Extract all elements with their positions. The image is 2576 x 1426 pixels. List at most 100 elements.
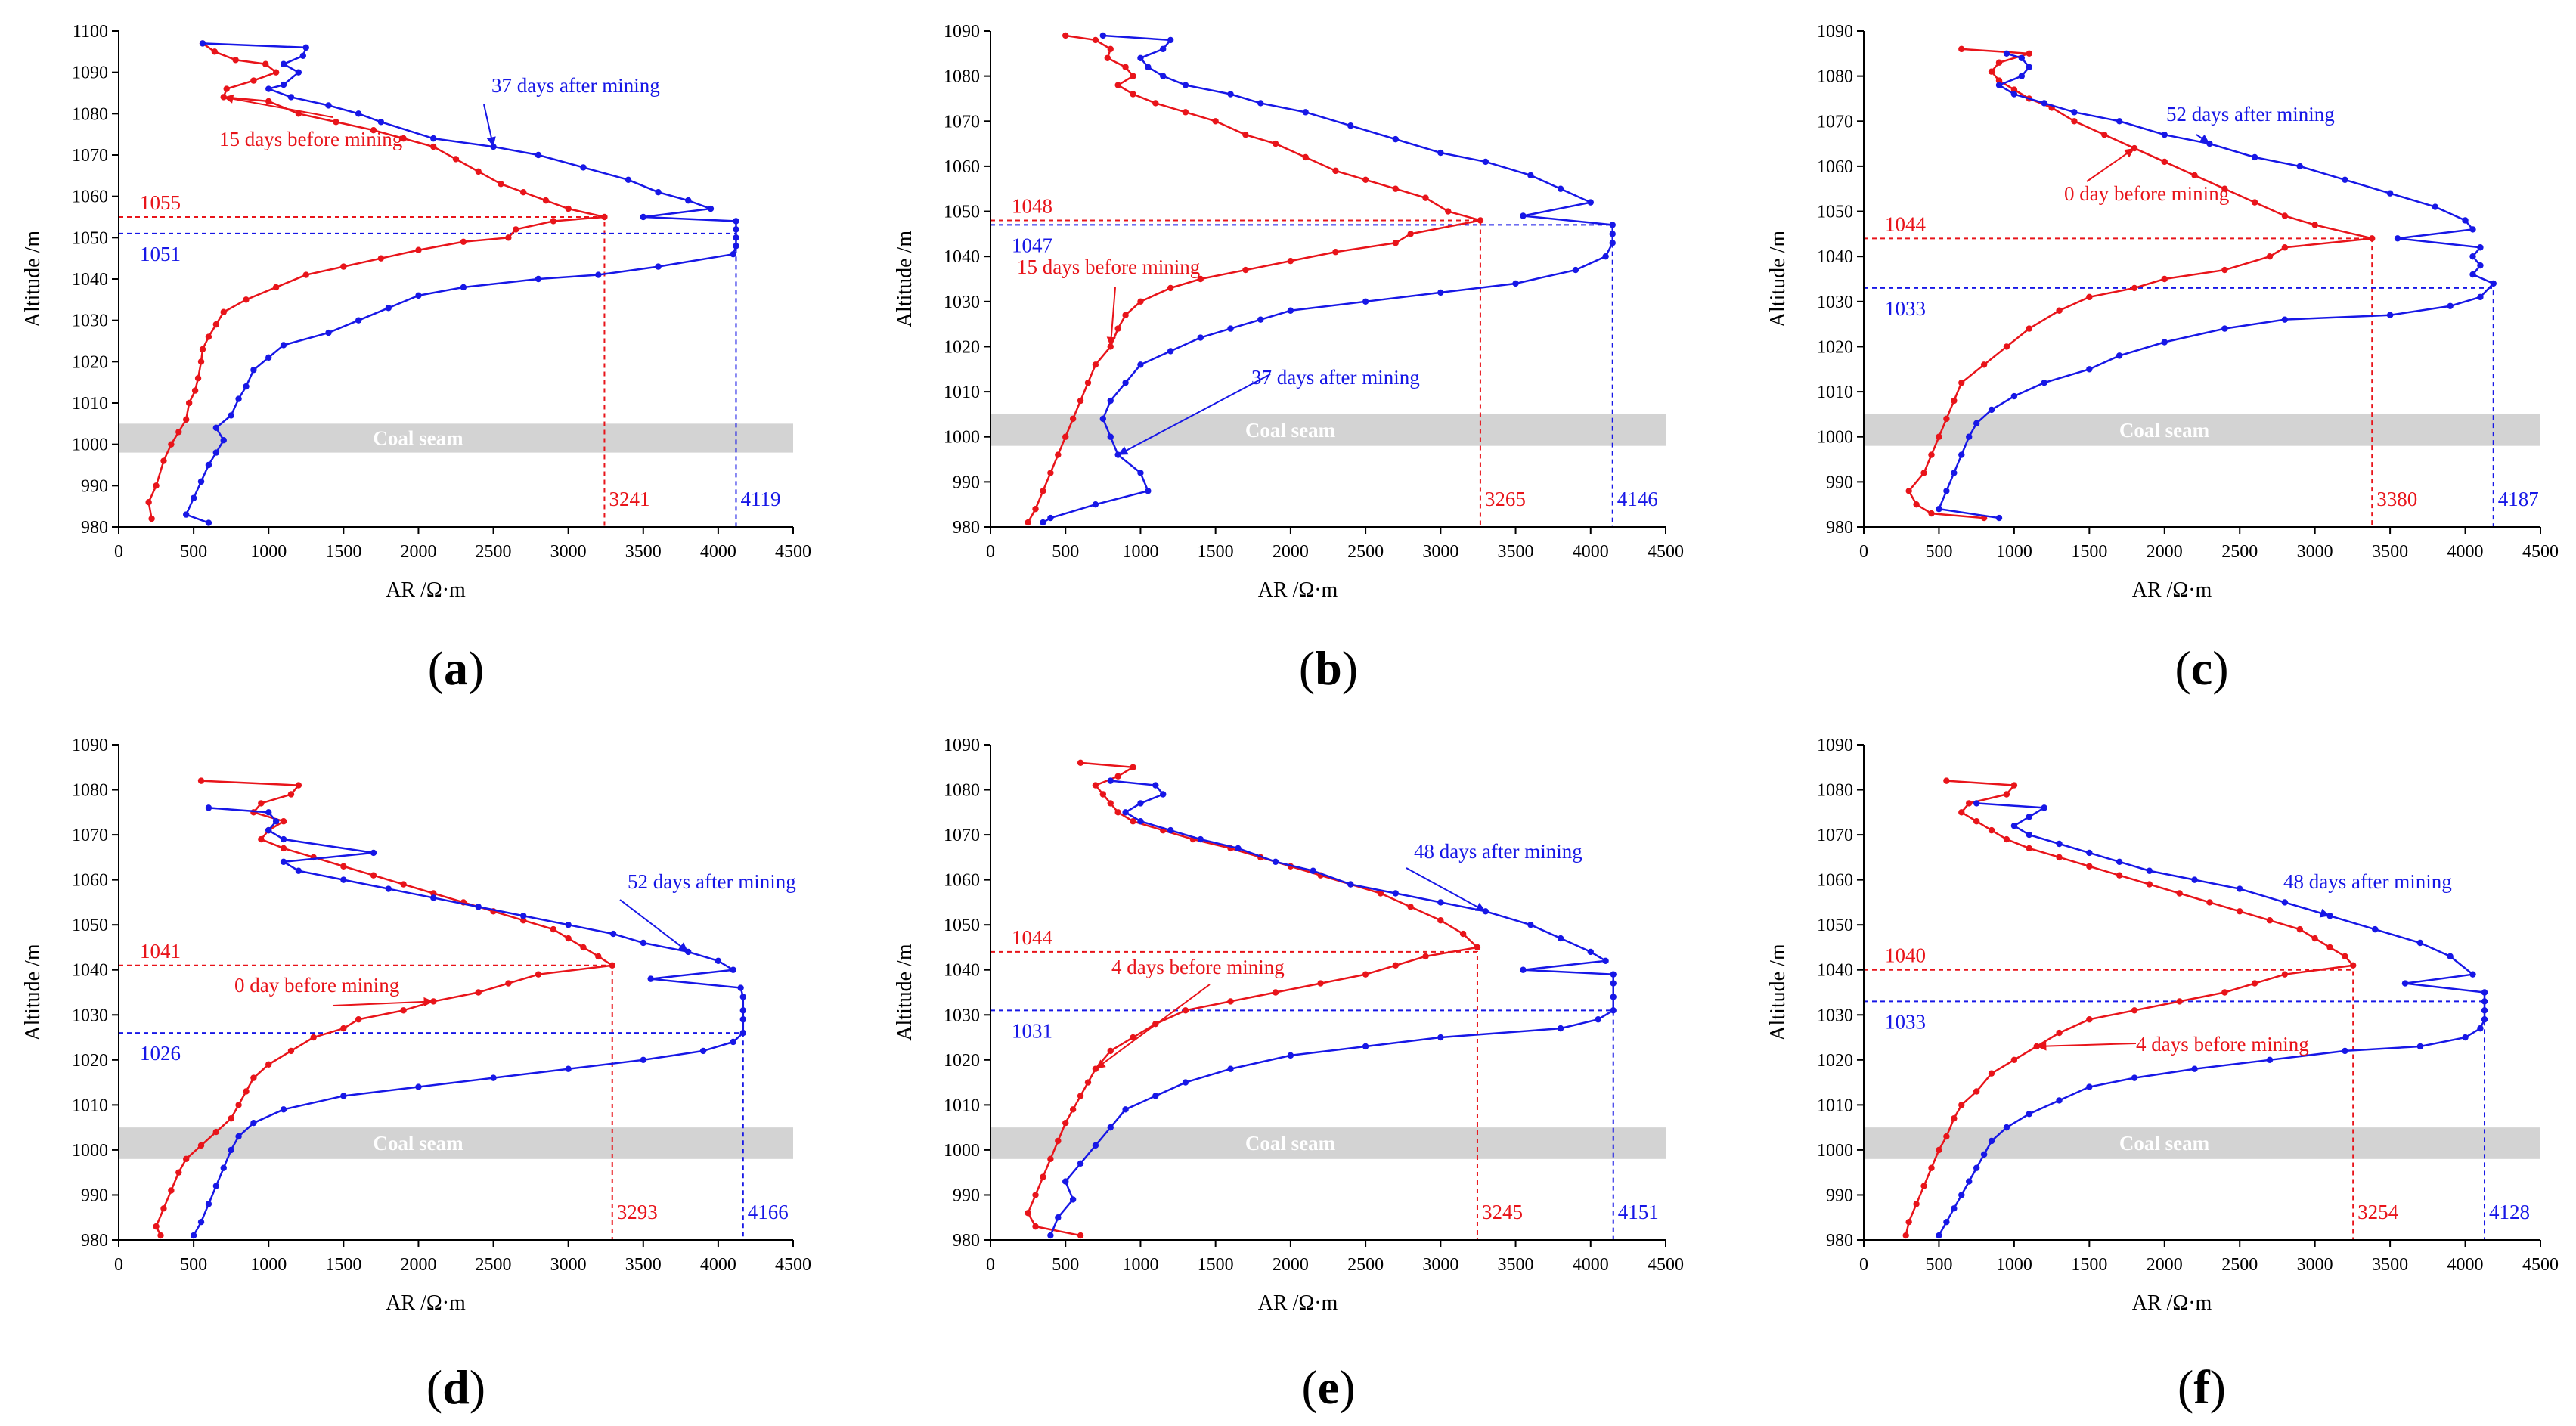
- data-point-after: [1227, 1065, 1234, 1072]
- data-point-before: [145, 499, 152, 506]
- x-tick-label: 4500: [775, 542, 811, 562]
- data-point-before: [153, 482, 160, 489]
- y-axis-title: Altitude /m: [21, 231, 45, 328]
- data-point-before: [1040, 488, 1046, 494]
- ref-altitude-before-label: 1044: [1885, 212, 1927, 235]
- data-point-after: [1092, 501, 1099, 508]
- data-point-after: [415, 1083, 422, 1090]
- data-point-before: [1905, 1218, 1912, 1226]
- data-point-before: [340, 1025, 347, 1032]
- data-point-before: [1069, 415, 1077, 423]
- panel-label: (a): [428, 641, 485, 695]
- data-point-after: [655, 263, 662, 270]
- data-point-after: [1610, 994, 1617, 1000]
- data-point-before: [505, 234, 512, 241]
- x-tick-label: 0: [1859, 1255, 1868, 1275]
- data-point-after: [1235, 845, 1242, 852]
- data-point-after: [490, 1074, 497, 1081]
- y-tick-label: 1020: [944, 337, 980, 357]
- annotation-arrowhead-before: [1095, 1059, 1106, 1069]
- data-point-before: [1114, 773, 1121, 780]
- data-point-after: [535, 151, 542, 159]
- x-tick-label: 0: [1859, 542, 1868, 562]
- data-point-before: [1212, 118, 1219, 125]
- y-tick-label: 1080: [944, 781, 980, 801]
- data-point-after: [1055, 1214, 1062, 1221]
- x-tick-label: 500: [1925, 542, 1952, 562]
- data-point-after: [2481, 998, 2488, 1005]
- data-point-after: [2026, 1111, 2032, 1118]
- y-tick-label: 1090: [944, 736, 980, 755]
- ref-altitude-before-label: 1055: [140, 191, 181, 214]
- data-point-before: [175, 429, 182, 436]
- data-point-before: [1182, 109, 1189, 116]
- data-point-before: [1920, 1183, 1927, 1189]
- data-point-before: [1943, 415, 1950, 423]
- ref-altitude-before-label: 1048: [1012, 194, 1052, 217]
- data-point-after: [739, 1007, 746, 1014]
- x-tick-label: 1500: [2071, 1255, 2107, 1275]
- y-tick-label: 990: [1826, 473, 1853, 492]
- data-point-after: [235, 1133, 242, 1140]
- data-point-after: [1160, 73, 1167, 79]
- data-point-after: [1077, 1160, 1084, 1167]
- x-axis-title: AR /Ω·m: [1258, 578, 1338, 602]
- data-point-before: [1242, 131, 1249, 138]
- panel-c: Coal seam 0 500 1000 1500 2000 2500 3000 3500 400…: [1766, 22, 2559, 695]
- data-point-before: [1474, 944, 1481, 951]
- data-point-before: [1130, 1034, 1136, 1041]
- data-point-before: [2101, 131, 2108, 138]
- data-point-after: [2447, 953, 2454, 960]
- ref-ar-after-label: 4166: [748, 1201, 789, 1223]
- data-point-after: [1557, 185, 1564, 192]
- y-tick-label: 1060: [944, 871, 980, 891]
- data-point-before: [513, 226, 519, 233]
- data-point-before: [250, 1074, 257, 1081]
- data-point-after: [2416, 1043, 2424, 1050]
- y-tick-label: 1040: [944, 247, 980, 267]
- data-point-before: [1130, 818, 1136, 825]
- y-tick-label: 1020: [1817, 337, 1853, 357]
- data-point-before: [520, 917, 527, 924]
- panel-d: Coal seam 0 500 1000 1500 2000 2500 3000 3500 400…: [21, 736, 811, 1414]
- data-point-before: [1437, 917, 1444, 924]
- data-point-before: [1988, 826, 1995, 834]
- x-tick-label: 2000: [400, 542, 436, 562]
- ref-altitude-before-label: 1041: [140, 940, 181, 963]
- y-tick-label: 1000: [1817, 428, 1853, 448]
- data-point-before: [2026, 845, 2032, 852]
- data-point-before: [1477, 217, 1484, 224]
- x-tick-label: 500: [180, 542, 207, 562]
- data-point-after: [1995, 82, 2003, 88]
- x-tick-label: 4000: [1573, 1255, 1609, 1275]
- data-point-before: [1392, 240, 1400, 246]
- data-point-after: [1609, 240, 1616, 246]
- y-tick-label: 990: [81, 1186, 108, 1205]
- data-point-before: [1092, 36, 1099, 44]
- data-point-before: [1122, 64, 1129, 70]
- annotation-arrowhead-before: [223, 94, 234, 104]
- data-point-after: [385, 885, 392, 892]
- y-tick-label: 1090: [72, 64, 108, 83]
- data-point-before: [1951, 1115, 1958, 1122]
- x-tick-label: 2000: [2147, 542, 2183, 562]
- data-point-before: [197, 358, 205, 365]
- annotation-arrowhead-after: [1474, 902, 1486, 912]
- data-point-after: [2146, 867, 2153, 874]
- data-point-after: [1092, 1142, 1099, 1149]
- data-point-before: [1902, 1232, 1909, 1239]
- data-point-before: [235, 1102, 242, 1108]
- data-point-after: [1122, 379, 1129, 386]
- y-tick-label: 1060: [944, 157, 980, 177]
- panel-letter: b: [1315, 641, 1342, 695]
- ref-ar-after-label: 4146: [1617, 488, 1658, 510]
- data-point-before: [1377, 890, 1384, 897]
- data-point-before: [1069, 1106, 1077, 1113]
- y-tick-label: 1070: [1817, 826, 1853, 845]
- data-point-before: [1084, 1079, 1092, 1086]
- data-point-after: [1602, 253, 1609, 260]
- data-point-after: [1099, 32, 1107, 39]
- y-tick-label: 1090: [72, 736, 108, 755]
- data-point-after: [2266, 1056, 2274, 1064]
- data-point-before: [212, 1128, 220, 1136]
